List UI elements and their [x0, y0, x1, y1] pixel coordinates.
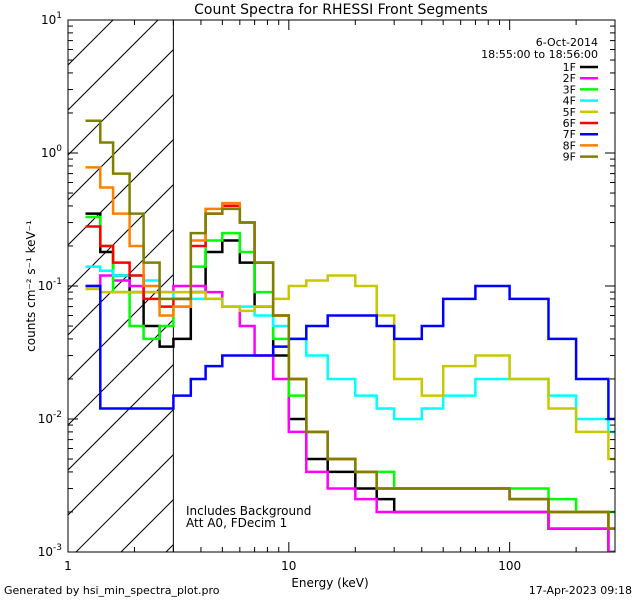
series-3F — [85, 215, 615, 514]
hatch-line — [68, 363, 174, 471]
series-line-1F — [85, 212, 615, 552]
hatch-line — [75, 453, 174, 552]
series-9F — [85, 119, 615, 530]
series-line-9F — [85, 119, 615, 530]
series-line-7F — [85, 284, 615, 421]
x-axis-label: Energy (keV) — [291, 576, 368, 590]
hatch-line — [68, 273, 174, 381]
legend-time-range: 18:55:00 to 18:56:00 — [481, 48, 598, 61]
hatch-line — [68, 93, 174, 201]
y-tick-label: 10-1 — [38, 277, 62, 293]
y-tick-exponent: 0 — [56, 144, 62, 154]
hatch-line — [68, 20, 159, 111]
generation-timestamp: 17-Apr-2023 09:18 — [529, 584, 632, 597]
x-tick-label: 100 — [498, 559, 521, 573]
legend-label-3F: 3F — [563, 83, 576, 96]
series-line-3F — [85, 215, 615, 514]
y-tick-base: 10 — [41, 13, 56, 27]
y-tick-label: 10-2 — [38, 410, 62, 426]
series-1F — [85, 212, 615, 552]
series-line-8F — [85, 166, 615, 530]
legend-date: 6-Oct-2014 — [536, 36, 598, 49]
series-line-6F — [85, 204, 615, 530]
y-tick-base: 10 — [38, 279, 53, 293]
legend-label-6F: 6F — [563, 117, 576, 130]
chart-title: Count Spectra for RHESSI Front Segments — [194, 2, 488, 18]
annotation-attenuator: Att A0, FDecim 1 — [186, 516, 287, 530]
y-tick-base: 10 — [38, 412, 53, 426]
hatch-line — [68, 408, 174, 516]
legend-label-2F: 2F — [563, 72, 576, 85]
series-6F — [85, 204, 615, 530]
series-line-5F — [85, 274, 615, 461]
y-tick-base: 10 — [41, 146, 56, 160]
legend-label-7F: 7F — [563, 128, 576, 141]
annotation-background: Includes Background — [186, 504, 311, 518]
legend-label-5F: 5F — [563, 106, 576, 119]
y-tick-exponent: -2 — [53, 410, 62, 420]
series-8F — [85, 166, 615, 530]
series-5F — [85, 274, 615, 461]
y-tick-base: 10 — [38, 545, 53, 559]
generated-by-label: Generated by hsi_min_spectra_plot.pro — [4, 584, 220, 597]
legend-label-4F: 4F — [563, 95, 576, 108]
legend-label-1F: 1F — [563, 61, 576, 74]
y-tick-exponent: -3 — [53, 543, 62, 553]
series-line-2F — [85, 274, 615, 552]
legend-label-8F: 8F — [563, 139, 576, 152]
x-tick-label: 10 — [281, 559, 296, 573]
legend-label-9F: 9F — [563, 151, 576, 164]
series-7F — [85, 284, 615, 421]
y-tick-exponent: 1 — [56, 11, 62, 21]
hatch-line — [68, 228, 174, 336]
series-2F — [85, 274, 615, 552]
y-tick-exponent: -1 — [53, 277, 62, 287]
hatch-line — [68, 48, 174, 156]
x-tick-label: 1 — [64, 559, 72, 573]
y-tick-label: 100 — [41, 144, 62, 160]
x-axis: 1 10 100 — [64, 20, 616, 573]
y-axis-label: counts cm⁻² s⁻¹ keV⁻¹ — [24, 220, 38, 352]
series-layer — [85, 119, 615, 552]
y-tick-label: 101 — [41, 11, 62, 27]
y-tick-label: 10-3 — [38, 543, 62, 559]
